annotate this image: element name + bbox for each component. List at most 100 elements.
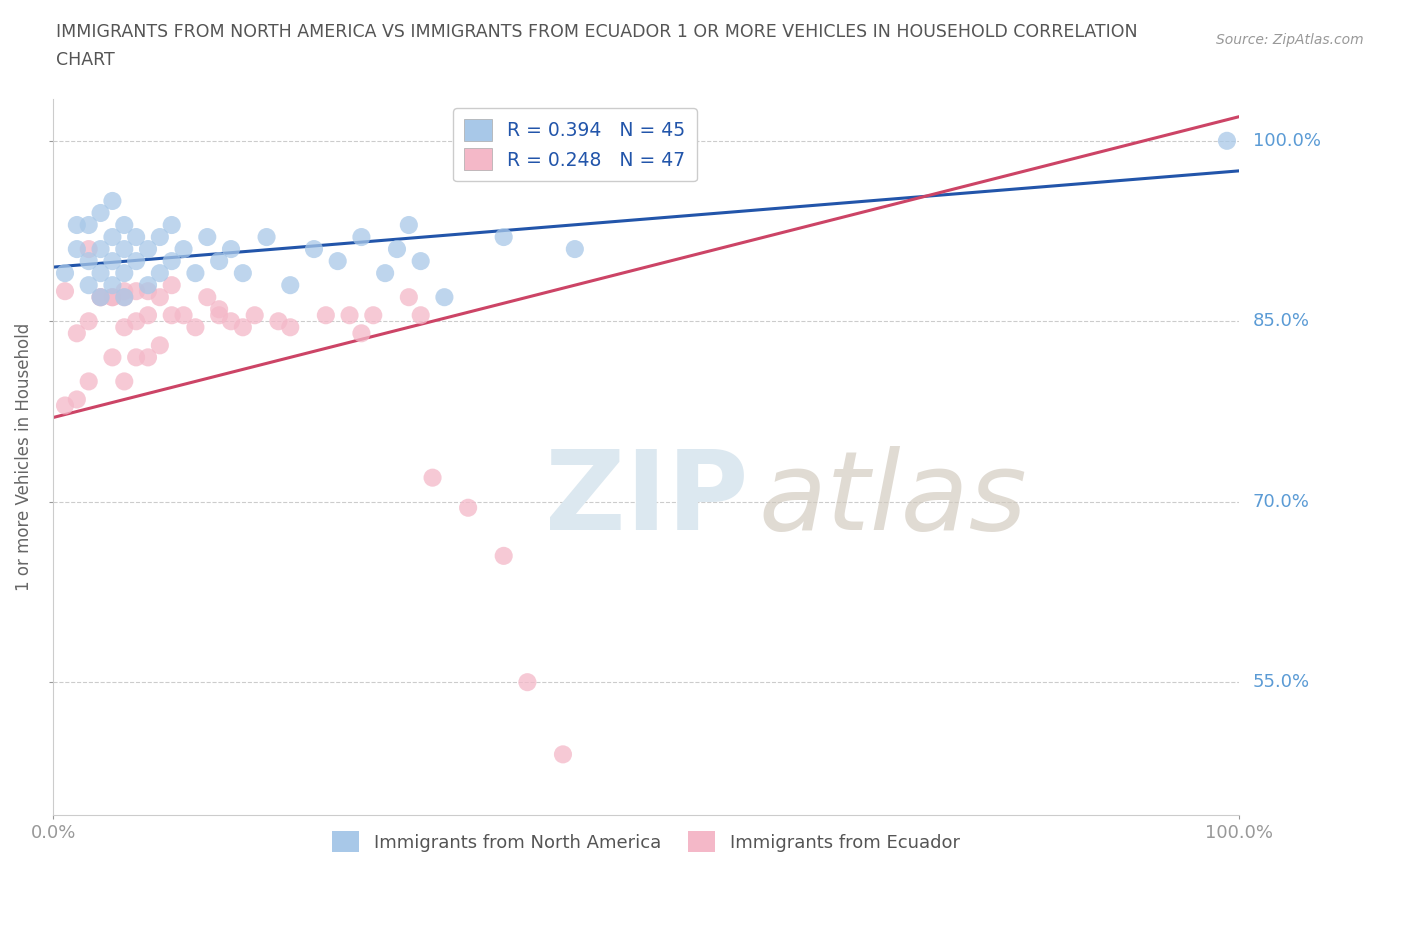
- Text: CHART: CHART: [56, 51, 115, 69]
- Point: [149, 266, 172, 281]
- Point: [136, 350, 159, 365]
- Point: [112, 290, 135, 305]
- Point: [101, 290, 124, 305]
- Point: [457, 500, 479, 515]
- Point: [256, 230, 278, 245]
- Point: [101, 193, 124, 208]
- Point: [112, 218, 135, 232]
- Point: [350, 326, 373, 340]
- Point: [409, 254, 432, 269]
- Text: IMMIGRANTS FROM NORTH AMERICA VS IMMIGRANTS FROM ECUADOR 1 OR MORE VEHICLES IN H: IMMIGRANTS FROM NORTH AMERICA VS IMMIGRA…: [56, 23, 1137, 41]
- Point: [112, 290, 135, 305]
- Point: [551, 747, 574, 762]
- Point: [232, 320, 254, 335]
- Point: [232, 266, 254, 281]
- Point: [149, 290, 172, 305]
- Point: [77, 254, 100, 269]
- Point: [492, 230, 515, 245]
- Point: [53, 284, 76, 299]
- Point: [149, 338, 172, 352]
- Point: [208, 254, 231, 269]
- Point: [422, 471, 444, 485]
- Point: [184, 320, 207, 335]
- Point: [160, 278, 183, 293]
- Point: [160, 308, 183, 323]
- Point: [208, 308, 231, 323]
- Point: [90, 290, 112, 305]
- Point: [516, 675, 538, 690]
- Point: [492, 549, 515, 564]
- Point: [112, 266, 135, 281]
- Text: Source: ZipAtlas.com: Source: ZipAtlas.com: [1216, 33, 1364, 46]
- Point: [90, 266, 112, 281]
- Point: [433, 290, 456, 305]
- Point: [125, 350, 148, 365]
- Point: [315, 308, 337, 323]
- Text: 70.0%: 70.0%: [1253, 493, 1309, 511]
- Point: [90, 206, 112, 220]
- Point: [77, 313, 100, 328]
- Point: [101, 350, 124, 365]
- Point: [101, 278, 124, 293]
- Point: [90, 242, 112, 257]
- Point: [125, 313, 148, 328]
- Point: [125, 230, 148, 245]
- Point: [66, 392, 89, 407]
- Point: [267, 313, 290, 328]
- Point: [173, 308, 195, 323]
- Point: [136, 284, 159, 299]
- Point: [173, 242, 195, 257]
- Point: [195, 230, 218, 245]
- Text: atlas: atlas: [759, 446, 1028, 553]
- Point: [208, 302, 231, 317]
- Point: [112, 242, 135, 257]
- Point: [219, 313, 242, 328]
- Point: [160, 254, 183, 269]
- Point: [77, 374, 100, 389]
- Point: [112, 374, 135, 389]
- Point: [77, 278, 100, 293]
- Point: [101, 230, 124, 245]
- Point: [219, 242, 242, 257]
- Point: [398, 290, 420, 305]
- Point: [112, 320, 135, 335]
- Point: [184, 266, 207, 281]
- Point: [243, 308, 266, 323]
- Point: [125, 284, 148, 299]
- Point: [326, 254, 349, 269]
- Text: 55.0%: 55.0%: [1253, 673, 1310, 691]
- Point: [66, 242, 89, 257]
- Point: [136, 308, 159, 323]
- Point: [90, 290, 112, 305]
- Legend: Immigrants from North America, Immigrants from Ecuador: Immigrants from North America, Immigrant…: [325, 824, 967, 859]
- Point: [101, 254, 124, 269]
- Point: [66, 326, 89, 340]
- Point: [149, 230, 172, 245]
- Point: [1216, 133, 1239, 148]
- Point: [564, 242, 586, 257]
- Point: [77, 218, 100, 232]
- Point: [160, 218, 183, 232]
- Point: [398, 218, 420, 232]
- Point: [409, 308, 432, 323]
- Point: [278, 320, 301, 335]
- Point: [53, 398, 76, 413]
- Point: [66, 218, 89, 232]
- Point: [361, 308, 384, 323]
- Point: [136, 278, 159, 293]
- Point: [112, 284, 135, 299]
- Point: [136, 242, 159, 257]
- Text: 100.0%: 100.0%: [1253, 132, 1320, 150]
- Point: [125, 254, 148, 269]
- Point: [350, 230, 373, 245]
- Point: [374, 266, 396, 281]
- Point: [278, 278, 301, 293]
- Point: [339, 308, 361, 323]
- Point: [195, 290, 218, 305]
- Text: ZIP: ZIP: [546, 446, 748, 553]
- Point: [385, 242, 408, 257]
- Point: [77, 242, 100, 257]
- Point: [302, 242, 325, 257]
- Text: 85.0%: 85.0%: [1253, 312, 1310, 330]
- Y-axis label: 1 or more Vehicles in Household: 1 or more Vehicles in Household: [15, 323, 32, 591]
